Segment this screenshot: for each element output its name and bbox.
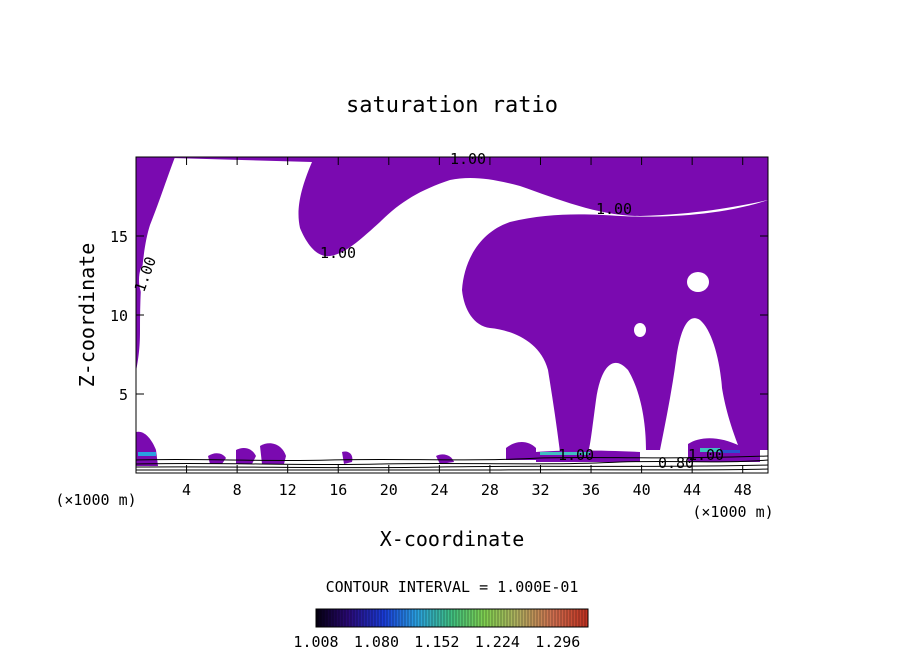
contour-label: 0.80 xyxy=(658,454,694,472)
y-tick-label: 15 xyxy=(110,228,128,246)
y-axis-title: Z-coordinate xyxy=(75,243,99,388)
x-axis: 4 8 12 16 20 24 28 32 36 40 44 48 xyxy=(182,157,752,499)
colorbar-tick-label: 1.224 xyxy=(475,633,520,651)
x-axis-unit-right: (×1000 m) xyxy=(692,503,773,521)
x-tick-label: 32 xyxy=(531,481,549,499)
colorbar-tick-label: 1.080 xyxy=(354,633,399,651)
colorbar-tick-label: 1.152 xyxy=(414,633,459,651)
contour-label: 1.00 xyxy=(558,446,594,464)
contour-label: 1.00 xyxy=(596,200,632,218)
x-tick-label: 4 xyxy=(182,481,191,499)
contour-interval-text: CONTOUR INTERVAL = 1.000E-01 xyxy=(326,578,579,596)
y-tick-label: 10 xyxy=(110,307,128,325)
contour-color-features xyxy=(138,448,740,456)
y-tick-label: 5 xyxy=(119,386,128,404)
x-tick-label: 44 xyxy=(683,481,701,499)
contour-lines xyxy=(136,157,768,471)
x-tick-label: 36 xyxy=(582,481,600,499)
x-tick-label: 24 xyxy=(430,481,448,499)
x-tick-label: 12 xyxy=(279,481,297,499)
colorbar-tick-label: 1.296 xyxy=(535,633,580,651)
x-tick-label: 48 xyxy=(734,481,752,499)
chart-title: saturation ratio xyxy=(346,93,558,118)
x-tick-label: 20 xyxy=(380,481,398,499)
x-tick-label: 8 xyxy=(233,481,242,499)
x-axis-unit-left: (×1000 m) xyxy=(55,491,136,509)
y-axis: 5 10 15 xyxy=(110,228,768,404)
colorbar-labels: 1.008 1.080 1.152 1.224 1.296 xyxy=(293,633,580,651)
contour-label: 1.00 xyxy=(688,446,724,464)
colorbar xyxy=(315,608,589,628)
x-tick-label: 40 xyxy=(633,481,651,499)
x-tick-label: 16 xyxy=(329,481,347,499)
contour-fill xyxy=(136,157,768,466)
colorbar-stripes xyxy=(317,609,586,627)
contour-label: 1.00 xyxy=(131,254,160,294)
contour-label: 1.00 xyxy=(320,244,356,262)
x-axis-title: X-coordinate xyxy=(380,527,525,551)
contour-label: 1.00 xyxy=(450,150,486,168)
contour-holes xyxy=(139,264,709,434)
x-tick-label: 28 xyxy=(481,481,499,499)
colorbar-tick-label: 1.008 xyxy=(293,633,338,651)
